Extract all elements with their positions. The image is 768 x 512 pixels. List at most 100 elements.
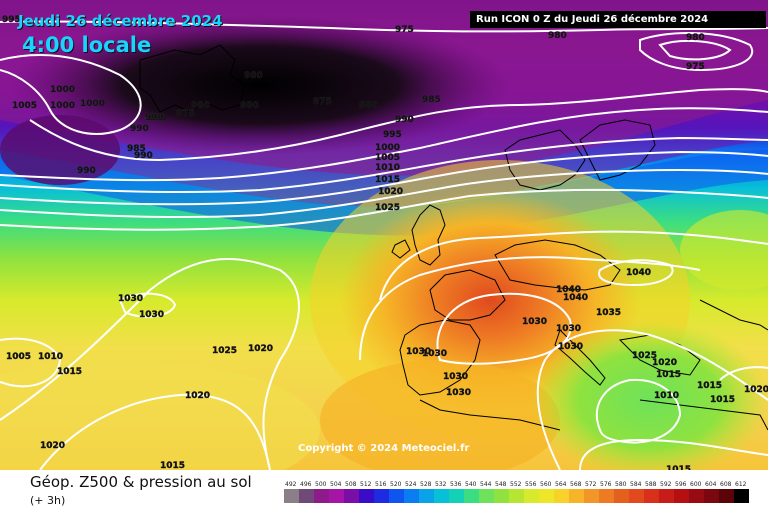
pressure-label: 1015	[160, 461, 185, 470]
pressure-label: 1005	[375, 153, 400, 163]
pressure-label: 1020	[185, 391, 210, 401]
pressure-label: 980	[244, 71, 263, 81]
pressure-label: 1040	[556, 285, 581, 295]
scale-label: 564	[555, 481, 567, 488]
pressure-label: 985	[422, 95, 441, 105]
scale-label: 504	[330, 481, 342, 488]
pressure-label: 1030	[118, 294, 143, 304]
scale-label: 540	[465, 481, 477, 488]
pressure-label: 1000	[50, 85, 75, 95]
scale-label: 600	[690, 481, 702, 488]
scale-label: 512	[360, 481, 372, 488]
scale-swatch	[644, 489, 659, 503]
scale-label: 508	[345, 481, 357, 488]
color-scale-legend: 492 496 500 504 508 512 516 520 524 528 532 536 540 5…	[284, 481, 749, 503]
scale-label: 592	[660, 481, 672, 488]
pressure-label: 1020	[652, 358, 677, 368]
scale-swatch	[404, 489, 419, 503]
pressure-label: 1005	[12, 101, 37, 111]
pressure-label: 1020	[378, 187, 403, 197]
pressure-label: 975	[176, 109, 195, 119]
pressure-label: 1020	[744, 385, 768, 395]
pressure-label: 985	[127, 144, 146, 154]
scale-swatch	[719, 489, 734, 503]
pressure-label: 980	[359, 101, 378, 111]
scale-label: 568	[570, 481, 582, 488]
scale-label: 576	[600, 481, 612, 488]
pressure-label: 1015	[710, 395, 735, 405]
scale-swatch	[329, 489, 344, 503]
scale-swatch	[524, 489, 539, 503]
scale-label: 496	[300, 481, 312, 488]
scale-swatch	[569, 489, 584, 503]
scale-swatch	[734, 489, 749, 503]
pressure-label: 1025	[212, 346, 237, 356]
pressure-label: 1040	[563, 293, 588, 303]
scale-label: 524	[405, 481, 417, 488]
scale-swatch	[359, 489, 374, 503]
scale-swatch	[494, 489, 509, 503]
pressure-label: 990	[130, 124, 149, 134]
scale-swatch	[314, 489, 329, 503]
pressure-label: 1015	[375, 175, 400, 185]
pressure-label: 995	[383, 130, 402, 140]
pressure-label: 1030	[556, 324, 581, 334]
scale-label: 560	[540, 481, 552, 488]
scale-swatch	[374, 489, 389, 503]
pressure-label: 1010	[375, 163, 400, 173]
pressure-label: 990	[395, 115, 414, 125]
scale-swatch	[689, 489, 704, 503]
scale-swatch	[449, 489, 464, 503]
pressure-label: 1000	[375, 143, 400, 153]
scale-label: 572	[585, 481, 597, 488]
isobars	[0, 20, 768, 470]
scale-swatch	[554, 489, 569, 503]
scale-swatch	[704, 489, 719, 503]
pressure-label: 1015	[697, 381, 722, 391]
scale-label: 596	[675, 481, 687, 488]
pressure-label: 975	[686, 62, 705, 72]
pressure-label: 990	[148, 113, 167, 123]
scale-swatch	[344, 489, 359, 503]
scale-label: 604	[705, 481, 717, 488]
pressure-label: 1020	[40, 441, 65, 451]
scale-swatch	[659, 489, 674, 503]
pressure-label: 1000	[50, 101, 75, 111]
scale-swatch	[509, 489, 524, 503]
pressure-label: 1020	[248, 344, 273, 354]
run-info-banner: Run ICON 0 Z du Jeudi 26 décembre 2024	[470, 11, 766, 28]
scale-label: 492	[285, 481, 297, 488]
scale-swatch	[464, 489, 479, 503]
pressure-label: 995	[2, 15, 21, 25]
pressure-label: 1000	[80, 99, 105, 109]
scale-swatch	[434, 489, 449, 503]
pressure-label: 990	[145, 113, 164, 123]
scale-label: 516	[375, 481, 387, 488]
scale-label: 584	[630, 481, 642, 488]
scale-swatch	[284, 489, 299, 503]
scale-swatch	[299, 489, 314, 503]
pressure-label: 975	[395, 25, 414, 35]
pressure-label: 980	[686, 33, 705, 43]
copyright-text: Copyright © 2024 Meteociel.fr	[298, 443, 470, 454]
scale-swatch	[584, 489, 599, 503]
pressure-label: 980	[548, 31, 567, 41]
scale-label: 544	[480, 481, 492, 488]
pressure-label: 1015	[57, 367, 82, 377]
map-footer: Géop. Z500 & pression au sol (+ 3h) 492 4…	[0, 470, 768, 512]
map-title: Géop. Z500 & pression au sol	[30, 473, 252, 491]
scale-swatch	[419, 489, 434, 503]
pressure-label: 1030	[422, 349, 447, 359]
scale-label: 528	[420, 481, 432, 488]
pressure-label: 1010	[38, 352, 63, 362]
pressure-label: 1030	[443, 372, 468, 382]
scale-swatch	[479, 489, 494, 503]
pressure-label: 980	[240, 101, 259, 111]
pressure-label: 975	[313, 97, 332, 107]
scale-label: 548	[495, 481, 507, 488]
forecast-time: 4:00 locale	[22, 33, 152, 57]
pressure-label: 990	[134, 151, 153, 161]
pressure-label: 1015	[656, 370, 681, 380]
